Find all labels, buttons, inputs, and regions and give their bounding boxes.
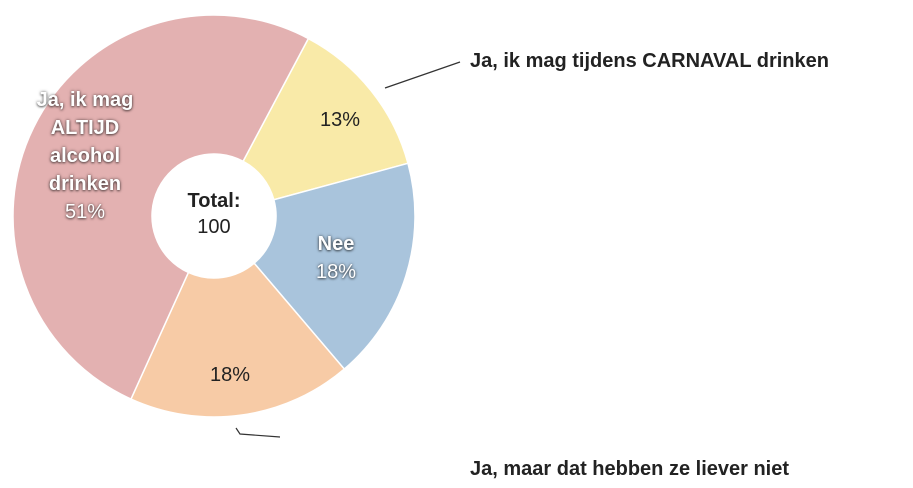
total-value: 100	[197, 216, 231, 238]
leader-line	[235, 427, 281, 438]
category-label: Ja, maar dat hebben ze liever niet	[470, 458, 790, 480]
slice-label: Nee 18%	[276, 230, 396, 286]
slice-label: 13%	[320, 106, 360, 134]
category-label: Ja, ik mag ALTIJD alcohol drinken	[36, 89, 134, 195]
category-label: Nee	[317, 233, 355, 255]
total: Total: 100	[188, 188, 241, 240]
value-label: 51%	[64, 201, 106, 223]
slice	[129, 262, 346, 418]
slice	[253, 162, 416, 371]
slice	[242, 37, 409, 201]
category-label: Ja, ik mag tijdens CARNAVAL drinken	[470, 50, 829, 72]
slice-label: Ja, ik mag ALTIJD alcohol drinken 51%	[25, 86, 145, 226]
slice-label: 18%	[210, 361, 250, 389]
value-label: 18%	[315, 261, 357, 283]
total-label: Total:	[187, 190, 241, 212]
value-label: 13%	[319, 109, 361, 131]
slice	[12, 14, 310, 401]
value-label: 18%	[209, 364, 251, 386]
leader-line	[384, 61, 461, 89]
